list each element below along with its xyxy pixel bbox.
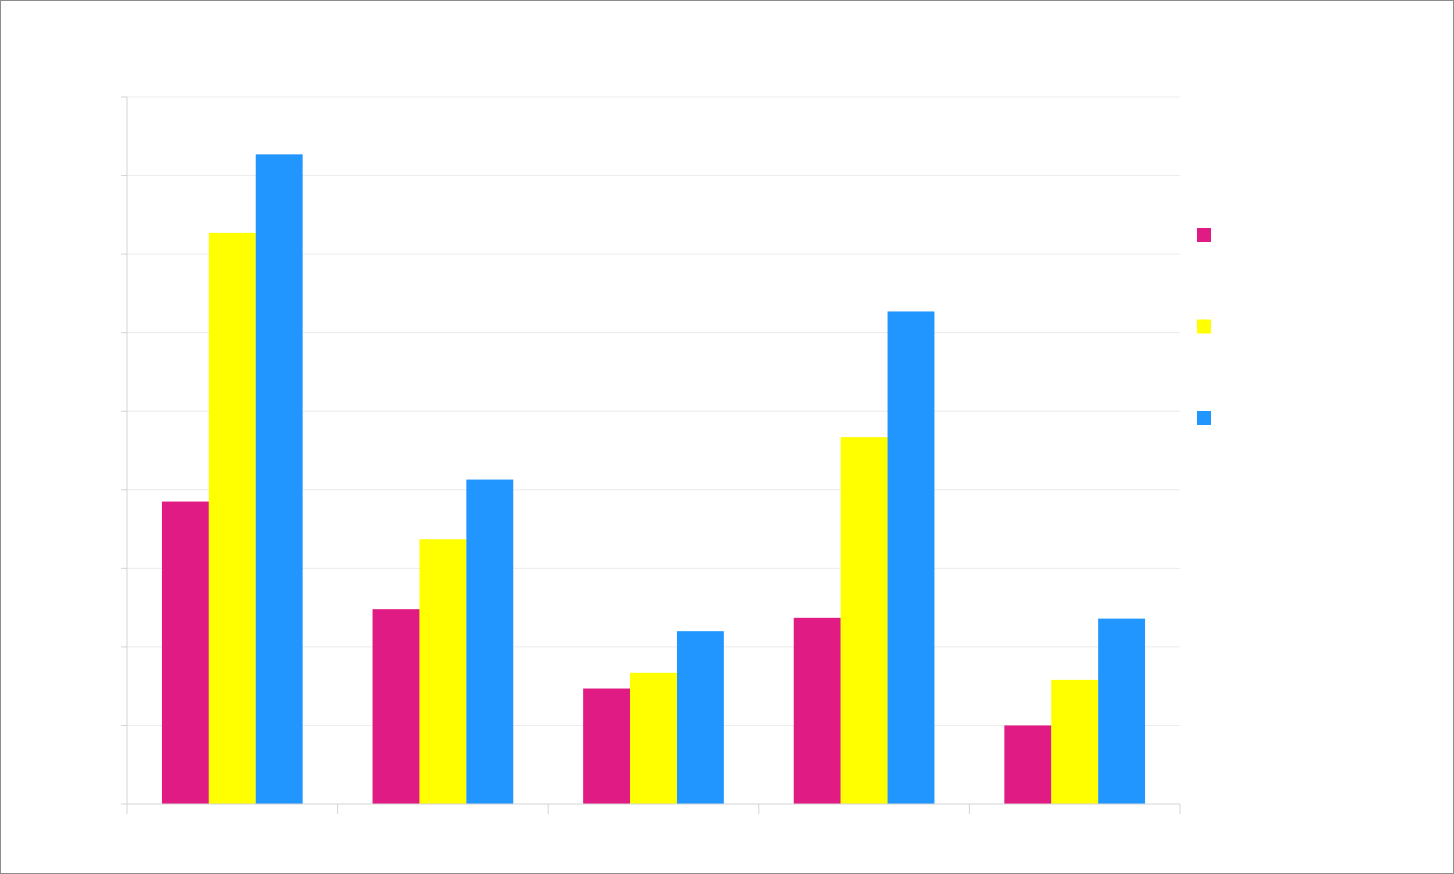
bar[interactable]: [793, 617, 841, 804]
bar[interactable]: [1098, 618, 1146, 804]
bar[interactable]: [419, 539, 467, 804]
legend-swatch: [1197, 319, 1211, 334]
bar[interactable]: [887, 311, 935, 804]
bar[interactable]: [1051, 679, 1099, 804]
legend-swatch: [1197, 228, 1211, 242]
bar[interactable]: [840, 437, 888, 804]
bar[interactable]: [372, 609, 420, 804]
bar[interactable]: [466, 479, 514, 804]
bar[interactable]: [161, 501, 209, 804]
legend-swatch: [1197, 411, 1211, 425]
bar[interactable]: [255, 154, 303, 804]
bar[interactable]: [676, 631, 724, 804]
bar[interactable]: [583, 688, 631, 804]
bar[interactable]: [1004, 725, 1052, 804]
legend: [1197, 228, 1211, 425]
bar[interactable]: [208, 232, 256, 804]
bars: [161, 154, 1146, 804]
bar[interactable]: [630, 672, 677, 804]
axes: [121, 96, 1181, 814]
